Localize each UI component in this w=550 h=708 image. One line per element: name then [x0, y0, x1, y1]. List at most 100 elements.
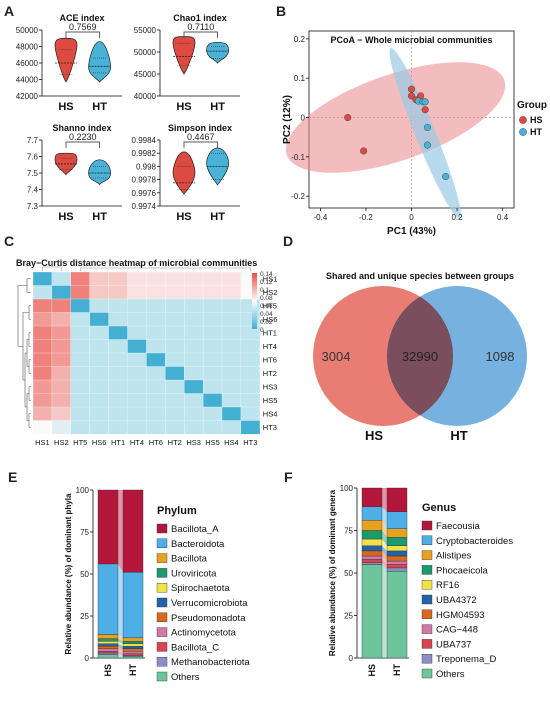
legend-label: CAG−448 — [436, 625, 478, 636]
venn-overlap — [387, 286, 453, 426]
heatmap-cell — [32, 312, 53, 327]
heatmap-cell — [240, 379, 261, 394]
heatmap-cell — [51, 271, 72, 286]
pcoa-point-hs — [407, 92, 416, 100]
heatmap-cell — [70, 393, 91, 408]
heatmap-cell — [221, 366, 242, 381]
heatmap-cell — [146, 271, 166, 286]
y-tick-label: 50000 — [16, 26, 39, 35]
heatmap-cell — [108, 393, 128, 408]
heatmap-cell — [32, 406, 53, 421]
row-label: HS1 — [263, 274, 278, 283]
heatmap-cell — [221, 393, 242, 408]
col-label: HS2 — [54, 438, 69, 447]
heatmap-cell — [51, 285, 72, 300]
bar-segment — [361, 562, 383, 565]
row-label: HT3 — [263, 423, 277, 432]
bar-segment — [361, 530, 383, 540]
flow-band — [382, 520, 387, 538]
heatmap-cell — [70, 285, 91, 300]
bar-segment — [361, 538, 383, 547]
pcoa-point-ht — [423, 123, 431, 131]
y-axis-label: Relative abundance (%) of dominant phyla — [64, 493, 73, 654]
bar-segment — [97, 489, 119, 565]
y-tick-label: 75 — [344, 527, 353, 536]
flow-band — [382, 556, 387, 565]
violin-title: Shanno index — [52, 123, 111, 133]
heatmap-cell — [32, 271, 53, 286]
violin-hs — [172, 151, 196, 195]
heatmap-cell — [202, 352, 223, 367]
heatmap-cell — [221, 352, 242, 367]
heatmap-cell — [146, 339, 166, 354]
heatmap-cell — [184, 366, 204, 381]
flow-band — [118, 638, 123, 644]
venn-hs-label: HS — [365, 428, 383, 443]
legend-label: Phocaeicola — [436, 565, 488, 576]
heatmap-cell — [202, 325, 223, 340]
y-tick-label: 100 — [76, 486, 90, 495]
legend-label: Faecousia — [436, 521, 481, 532]
group-label: HT — [92, 211, 107, 223]
legend-label: Bacillota_A — [171, 524, 219, 535]
flow-band — [382, 564, 387, 658]
scale-tick-label: 0.06 — [260, 303, 273, 310]
bar-segment — [122, 648, 144, 652]
legend-label: RF16 — [436, 580, 459, 591]
heatmap-cell — [127, 406, 147, 421]
pcoa-point-hs — [421, 106, 429, 114]
violin-title: Simpson index — [168, 123, 232, 133]
legend-swatch — [156, 627, 168, 637]
heatmap-cell — [146, 312, 166, 327]
heatmap-cell — [32, 420, 53, 435]
flow-band — [382, 530, 387, 546]
violin-axis — [159, 30, 240, 97]
y-tick-label: 7.6 — [27, 153, 39, 162]
heatmap-cell — [240, 366, 261, 381]
legend-label: Uroviricota — [171, 568, 217, 579]
heatmap-cell — [51, 325, 72, 340]
y-tick-label: 75 — [80, 528, 89, 537]
y-tick-label: 0.998 — [136, 162, 157, 171]
legend-title: Genus — [422, 502, 456, 514]
bar-segment — [122, 489, 144, 573]
heatmap-title: Bray−Curtis distance heatmap of microbia… — [16, 258, 257, 268]
heatmap-cell — [108, 325, 128, 340]
heatmap-cell — [70, 352, 91, 367]
panel-label-f: F — [284, 469, 293, 485]
legend-swatch — [421, 668, 433, 679]
heatmap-cell — [184, 393, 204, 408]
heatmap-cell — [240, 285, 261, 300]
heatmap-cell — [184, 406, 204, 421]
violin-title: ACE index — [59, 13, 104, 23]
flow-band — [382, 545, 387, 556]
scale-tick-label: 0.08 — [260, 295, 273, 302]
significance-bracket — [183, 31, 218, 38]
y-tick-label: 0 — [349, 654, 354, 663]
phylum-bar-panel: 0 25 50 75 100 HS HT Relative abundance (%) of … — [64, 486, 250, 683]
heatmap-cell — [202, 285, 223, 300]
violin-ht — [88, 159, 111, 186]
bar-segment — [97, 654, 119, 659]
significance-bracket — [183, 141, 218, 148]
heatmap-cell — [165, 285, 185, 300]
legend-label: Others — [436, 669, 465, 680]
bar-segment — [122, 656, 144, 659]
legend-swatch — [156, 612, 168, 622]
bar-category-label: HT — [392, 664, 402, 676]
heatmap-cell — [51, 312, 72, 327]
venn-panel: Shared and unique species between groups… — [313, 271, 527, 443]
legend-label: Bacillota_C — [171, 642, 219, 653]
bar-category-label: HS — [103, 664, 113, 677]
col-label: HS5 — [205, 438, 220, 447]
heatmap-cell — [184, 298, 204, 313]
heatmap-cell — [51, 406, 72, 421]
legend-label: Verrucomicrobiota — [171, 598, 248, 609]
scale-tick-label: 0.1 — [260, 287, 269, 294]
y-tick-label: 7.3 — [27, 202, 39, 211]
legend-label: Cryptobacteroides — [436, 536, 513, 547]
flow-band — [118, 651, 123, 656]
bar-segment — [386, 545, 408, 552]
bar-segment — [361, 555, 383, 560]
y-tick-label: 48000 — [16, 43, 39, 52]
